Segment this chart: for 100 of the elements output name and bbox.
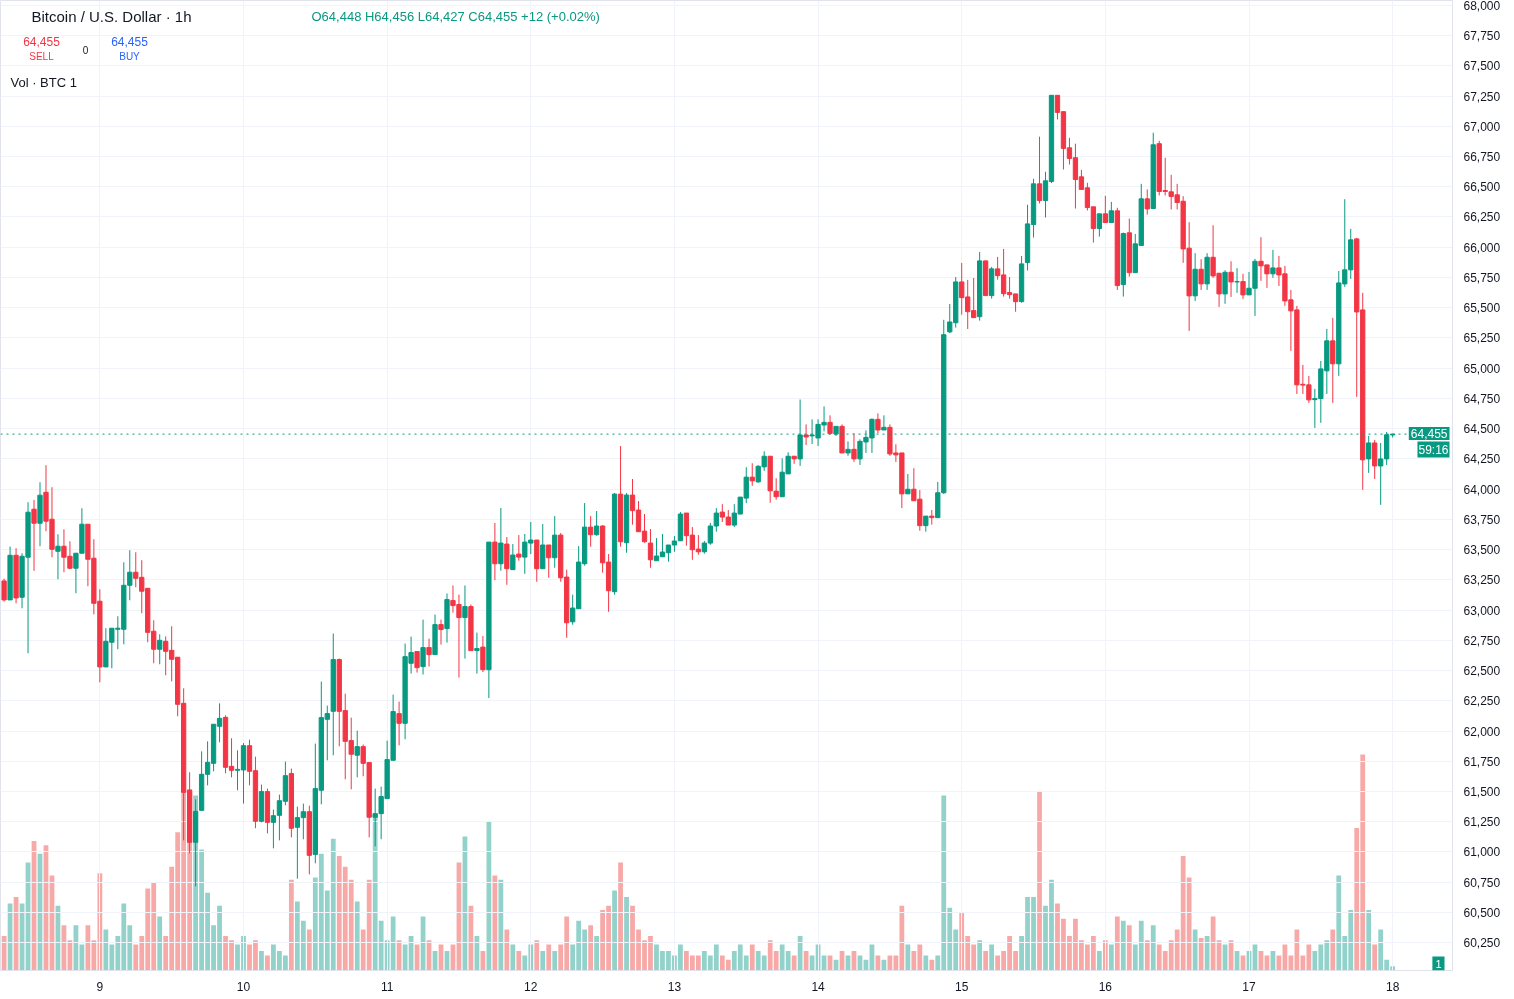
candlestick bbox=[474, 632, 480, 675]
bar bbox=[1126, 925, 1132, 971]
annotation: 64,455 bbox=[23, 35, 61, 49]
bar bbox=[492, 875, 498, 971]
candlestick bbox=[1198, 258, 1204, 291]
annotation: Vol · BTC 1 bbox=[10, 75, 77, 90]
candlestick bbox=[516, 534, 522, 562]
candlestick bbox=[438, 619, 444, 646]
x-tick-label: 9 bbox=[96, 979, 104, 994]
y-tick-label: 63,250 bbox=[1463, 573, 1501, 588]
bar bbox=[749, 944, 755, 971]
candlestick bbox=[881, 414, 887, 431]
bar bbox=[1108, 944, 1114, 971]
annotation: SELL bbox=[29, 51, 55, 62]
bar bbox=[618, 862, 623, 971]
candlestick bbox=[492, 522, 498, 581]
x-tick-label: 17 bbox=[1242, 979, 1256, 994]
candlestick bbox=[420, 619, 426, 676]
bar bbox=[1114, 916, 1120, 971]
y-tick-label: 65,000 bbox=[1463, 361, 1501, 376]
candlestick bbox=[1240, 273, 1246, 300]
annotation: 59:16 bbox=[1418, 442, 1449, 457]
annotation: O64,448 H64,456 L64,427 C64,455 +12 (+0.02%) bbox=[311, 9, 600, 24]
y-tick-label: 66,000 bbox=[1463, 240, 1501, 255]
bar bbox=[1120, 920, 1126, 971]
bar bbox=[791, 955, 797, 971]
candlestick bbox=[498, 507, 504, 572]
bar bbox=[588, 925, 594, 971]
bar bbox=[516, 951, 522, 971]
y-tick-label: 61,000 bbox=[1463, 845, 1501, 860]
y-tick-label: 67,250 bbox=[1463, 89, 1501, 104]
x-tick-label: 13 bbox=[667, 979, 682, 994]
y-tick-label: 65,750 bbox=[1463, 270, 1501, 285]
bar bbox=[534, 940, 540, 971]
x-tick-label: 18 bbox=[1385, 979, 1400, 994]
candlestick bbox=[510, 543, 516, 571]
y-tick-label: 65,250 bbox=[1463, 331, 1501, 346]
bar bbox=[259, 951, 264, 971]
candlestick bbox=[540, 523, 546, 570]
y-tick-label: 63,000 bbox=[1463, 603, 1501, 618]
candlestick bbox=[55, 533, 61, 580]
candlestick bbox=[1270, 249, 1276, 279]
bar bbox=[288, 879, 294, 971]
y-tick-label: 61,500 bbox=[1463, 785, 1501, 799]
candlestick bbox=[803, 423, 809, 446]
y-tick-label: 61,250 bbox=[1463, 815, 1501, 830]
bar bbox=[624, 897, 629, 971]
bar bbox=[1198, 938, 1204, 971]
bar bbox=[977, 940, 983, 971]
y-tick-label: 61,750 bbox=[1463, 754, 1501, 769]
candlestick bbox=[1036, 136, 1043, 204]
y-tick-label: 60,500 bbox=[1463, 905, 1501, 920]
candlestick bbox=[1102, 195, 1109, 224]
y-tick-label: 66,500 bbox=[1463, 180, 1501, 195]
bar bbox=[157, 916, 163, 971]
annotation: 64,455 bbox=[111, 35, 149, 49]
candlestick bbox=[1222, 269, 1228, 305]
y-tick-label: 63,750 bbox=[1463, 512, 1501, 527]
candlestick bbox=[845, 440, 851, 457]
x-tick-label: 16 bbox=[1098, 979, 1113, 994]
bar bbox=[1366, 910, 1372, 971]
x-tick-label: 14 bbox=[811, 979, 826, 994]
candlestick bbox=[414, 651, 420, 674]
y-tick-label: 60,250 bbox=[1463, 936, 1501, 951]
bar bbox=[486, 821, 492, 971]
candlestick bbox=[1108, 201, 1114, 224]
bar bbox=[1330, 929, 1336, 971]
candlestick bbox=[1096, 213, 1103, 238]
candlestick bbox=[647, 528, 654, 569]
y-tick-label: 67,500 bbox=[1463, 59, 1501, 74]
bar bbox=[983, 951, 989, 971]
y-tick-label: 65,500 bbox=[1463, 301, 1501, 316]
annotation: 0 bbox=[82, 44, 89, 56]
bar bbox=[504, 929, 510, 971]
bar bbox=[797, 935, 803, 971]
y-tick-label: 63,500 bbox=[1463, 543, 1501, 558]
y-tick-label: 62,000 bbox=[1463, 724, 1501, 739]
candlestick bbox=[749, 462, 755, 487]
x-tick-label: 10 bbox=[236, 979, 251, 994]
x-tick-label: 11 bbox=[380, 979, 394, 994]
candlestick bbox=[157, 633, 163, 665]
bar bbox=[1372, 944, 1378, 971]
bar bbox=[923, 955, 929, 971]
annotation: BUY bbox=[119, 51, 141, 62]
bar bbox=[1096, 951, 1102, 971]
candlestick bbox=[773, 477, 779, 501]
candlestick bbox=[1330, 317, 1336, 404]
candlestick bbox=[1, 578, 7, 603]
y-tick-label: 64,750 bbox=[1463, 391, 1501, 406]
bar bbox=[989, 944, 995, 971]
ref-line-label: 64,455 bbox=[1410, 427, 1448, 442]
bar bbox=[594, 935, 600, 971]
y-tick-label: 62,500 bbox=[1463, 664, 1501, 679]
bar bbox=[1037, 791, 1042, 971]
bar bbox=[306, 929, 312, 971]
y-tick-label: 67,750 bbox=[1463, 29, 1501, 44]
candlestick bbox=[905, 473, 911, 495]
y-tick-label: 66,750 bbox=[1463, 150, 1501, 165]
candlestick bbox=[1144, 188, 1150, 216]
candlestick bbox=[1366, 435, 1372, 474]
